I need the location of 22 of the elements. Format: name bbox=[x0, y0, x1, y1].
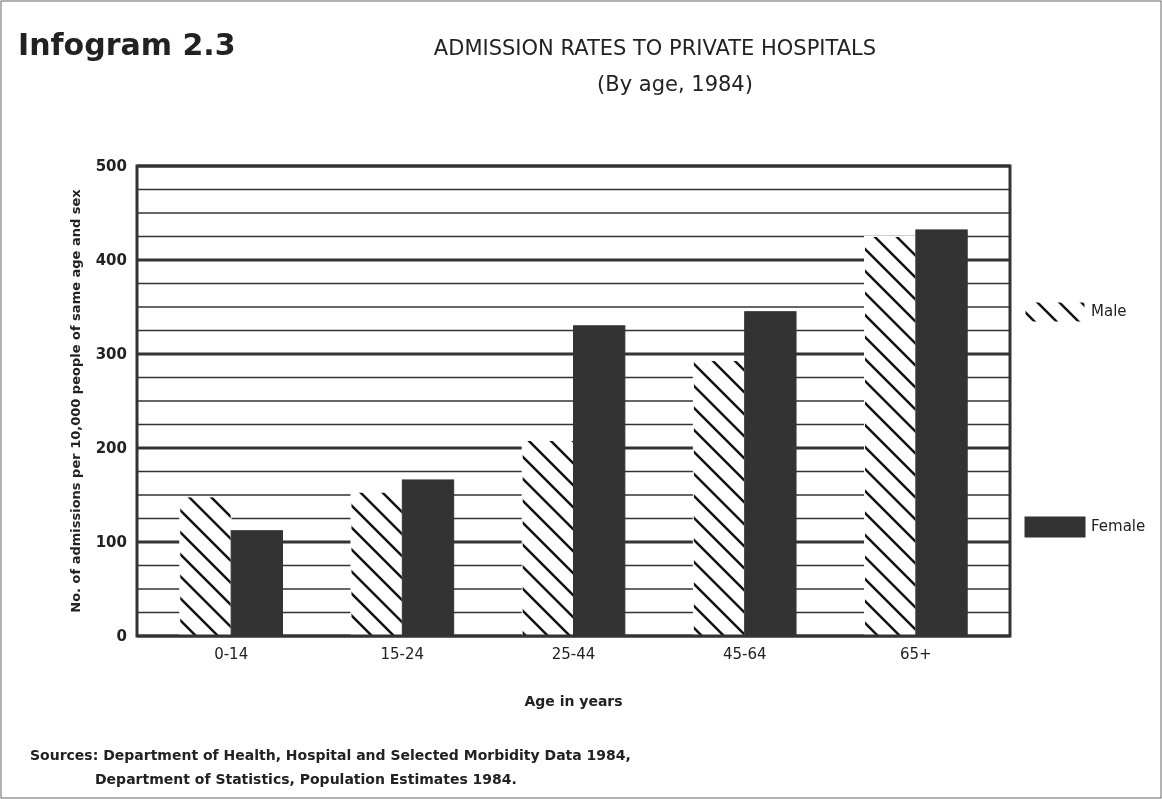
y-tick-label: 300 bbox=[95, 345, 127, 364]
text: Department of Statistics, Population Estimates 1984. bbox=[95, 771, 517, 787]
x-axis-title: Age in years bbox=[524, 693, 623, 709]
bar bbox=[864, 236, 917, 637]
text: Infogram 2.3 bbox=[18, 27, 236, 62]
y-tick-label: 500 bbox=[95, 157, 127, 176]
bar bbox=[179, 496, 232, 637]
y-tick-label: 0 bbox=[116, 627, 127, 646]
y-tick-label: 100 bbox=[95, 533, 127, 552]
y-tick-label: 400 bbox=[95, 251, 127, 270]
x-tick-label: 15-24 bbox=[380, 644, 425, 663]
x-tick-label: 0-14 bbox=[214, 644, 249, 663]
x-tick-label: 25-44 bbox=[551, 644, 596, 663]
x-tick-label: 45-64 bbox=[722, 644, 767, 663]
x-tick-label: 65+ bbox=[900, 644, 932, 663]
y-tick-label: 200 bbox=[95, 439, 127, 458]
chart-subtitle: (By age, 1984) bbox=[597, 72, 753, 96]
legend-label: Female bbox=[1091, 517, 1146, 535]
source-note: Sources: Department of Health, Hospital and Selected Morbidity Data 1984, bbox=[30, 747, 631, 763]
legend-label: Male bbox=[1091, 302, 1127, 320]
chart-title: ADMISSION RATES TO PRIVATE HOSPITALS bbox=[433, 36, 877, 60]
y-axis-title: No. of admissions per 10,000 people of same age and sex bbox=[68, 188, 83, 613]
